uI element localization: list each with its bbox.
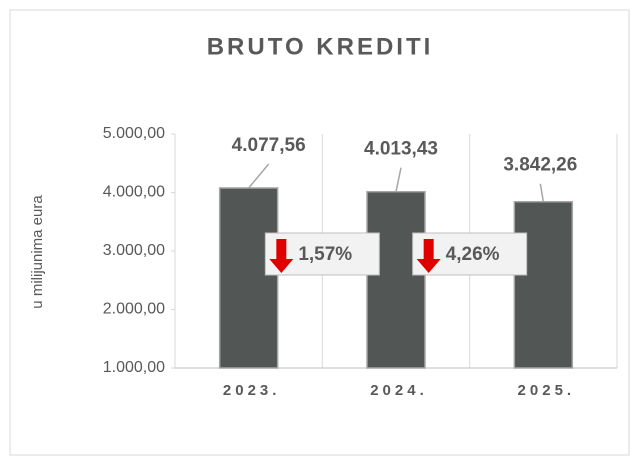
bar	[513, 200, 574, 369]
x-tick-label: 2025.	[518, 382, 576, 399]
bar	[366, 190, 426, 369]
chart-title: BRUTO KREDITI	[207, 33, 434, 60]
change-label: 4,26%	[446, 244, 500, 265]
value-label: 3.842,26	[503, 155, 577, 176]
down-arrow	[269, 239, 294, 273]
y-tick-label: 3.000,00	[103, 242, 165, 259]
y-tick-label: 2.000,00	[103, 301, 165, 318]
y-tick-label: 4.000,00	[103, 184, 165, 201]
value-label: 4.013,43	[364, 139, 438, 160]
leader-line	[248, 163, 270, 189]
leader-line	[395, 167, 402, 192]
down-arrow	[416, 239, 441, 273]
x-tick-label: 2023.	[223, 382, 281, 399]
y-tick-label: 5.000,00	[103, 125, 165, 142]
bar	[218, 187, 279, 369]
y-axis-label: u milijunima eura	[29, 195, 46, 309]
change-label: 1,57%	[298, 244, 352, 265]
x-tick-label: 2024.	[370, 382, 428, 399]
y-tick-label: 1.000,00	[103, 359, 165, 376]
value-label: 4.077,56	[232, 135, 306, 156]
leader-line	[539, 183, 545, 202]
